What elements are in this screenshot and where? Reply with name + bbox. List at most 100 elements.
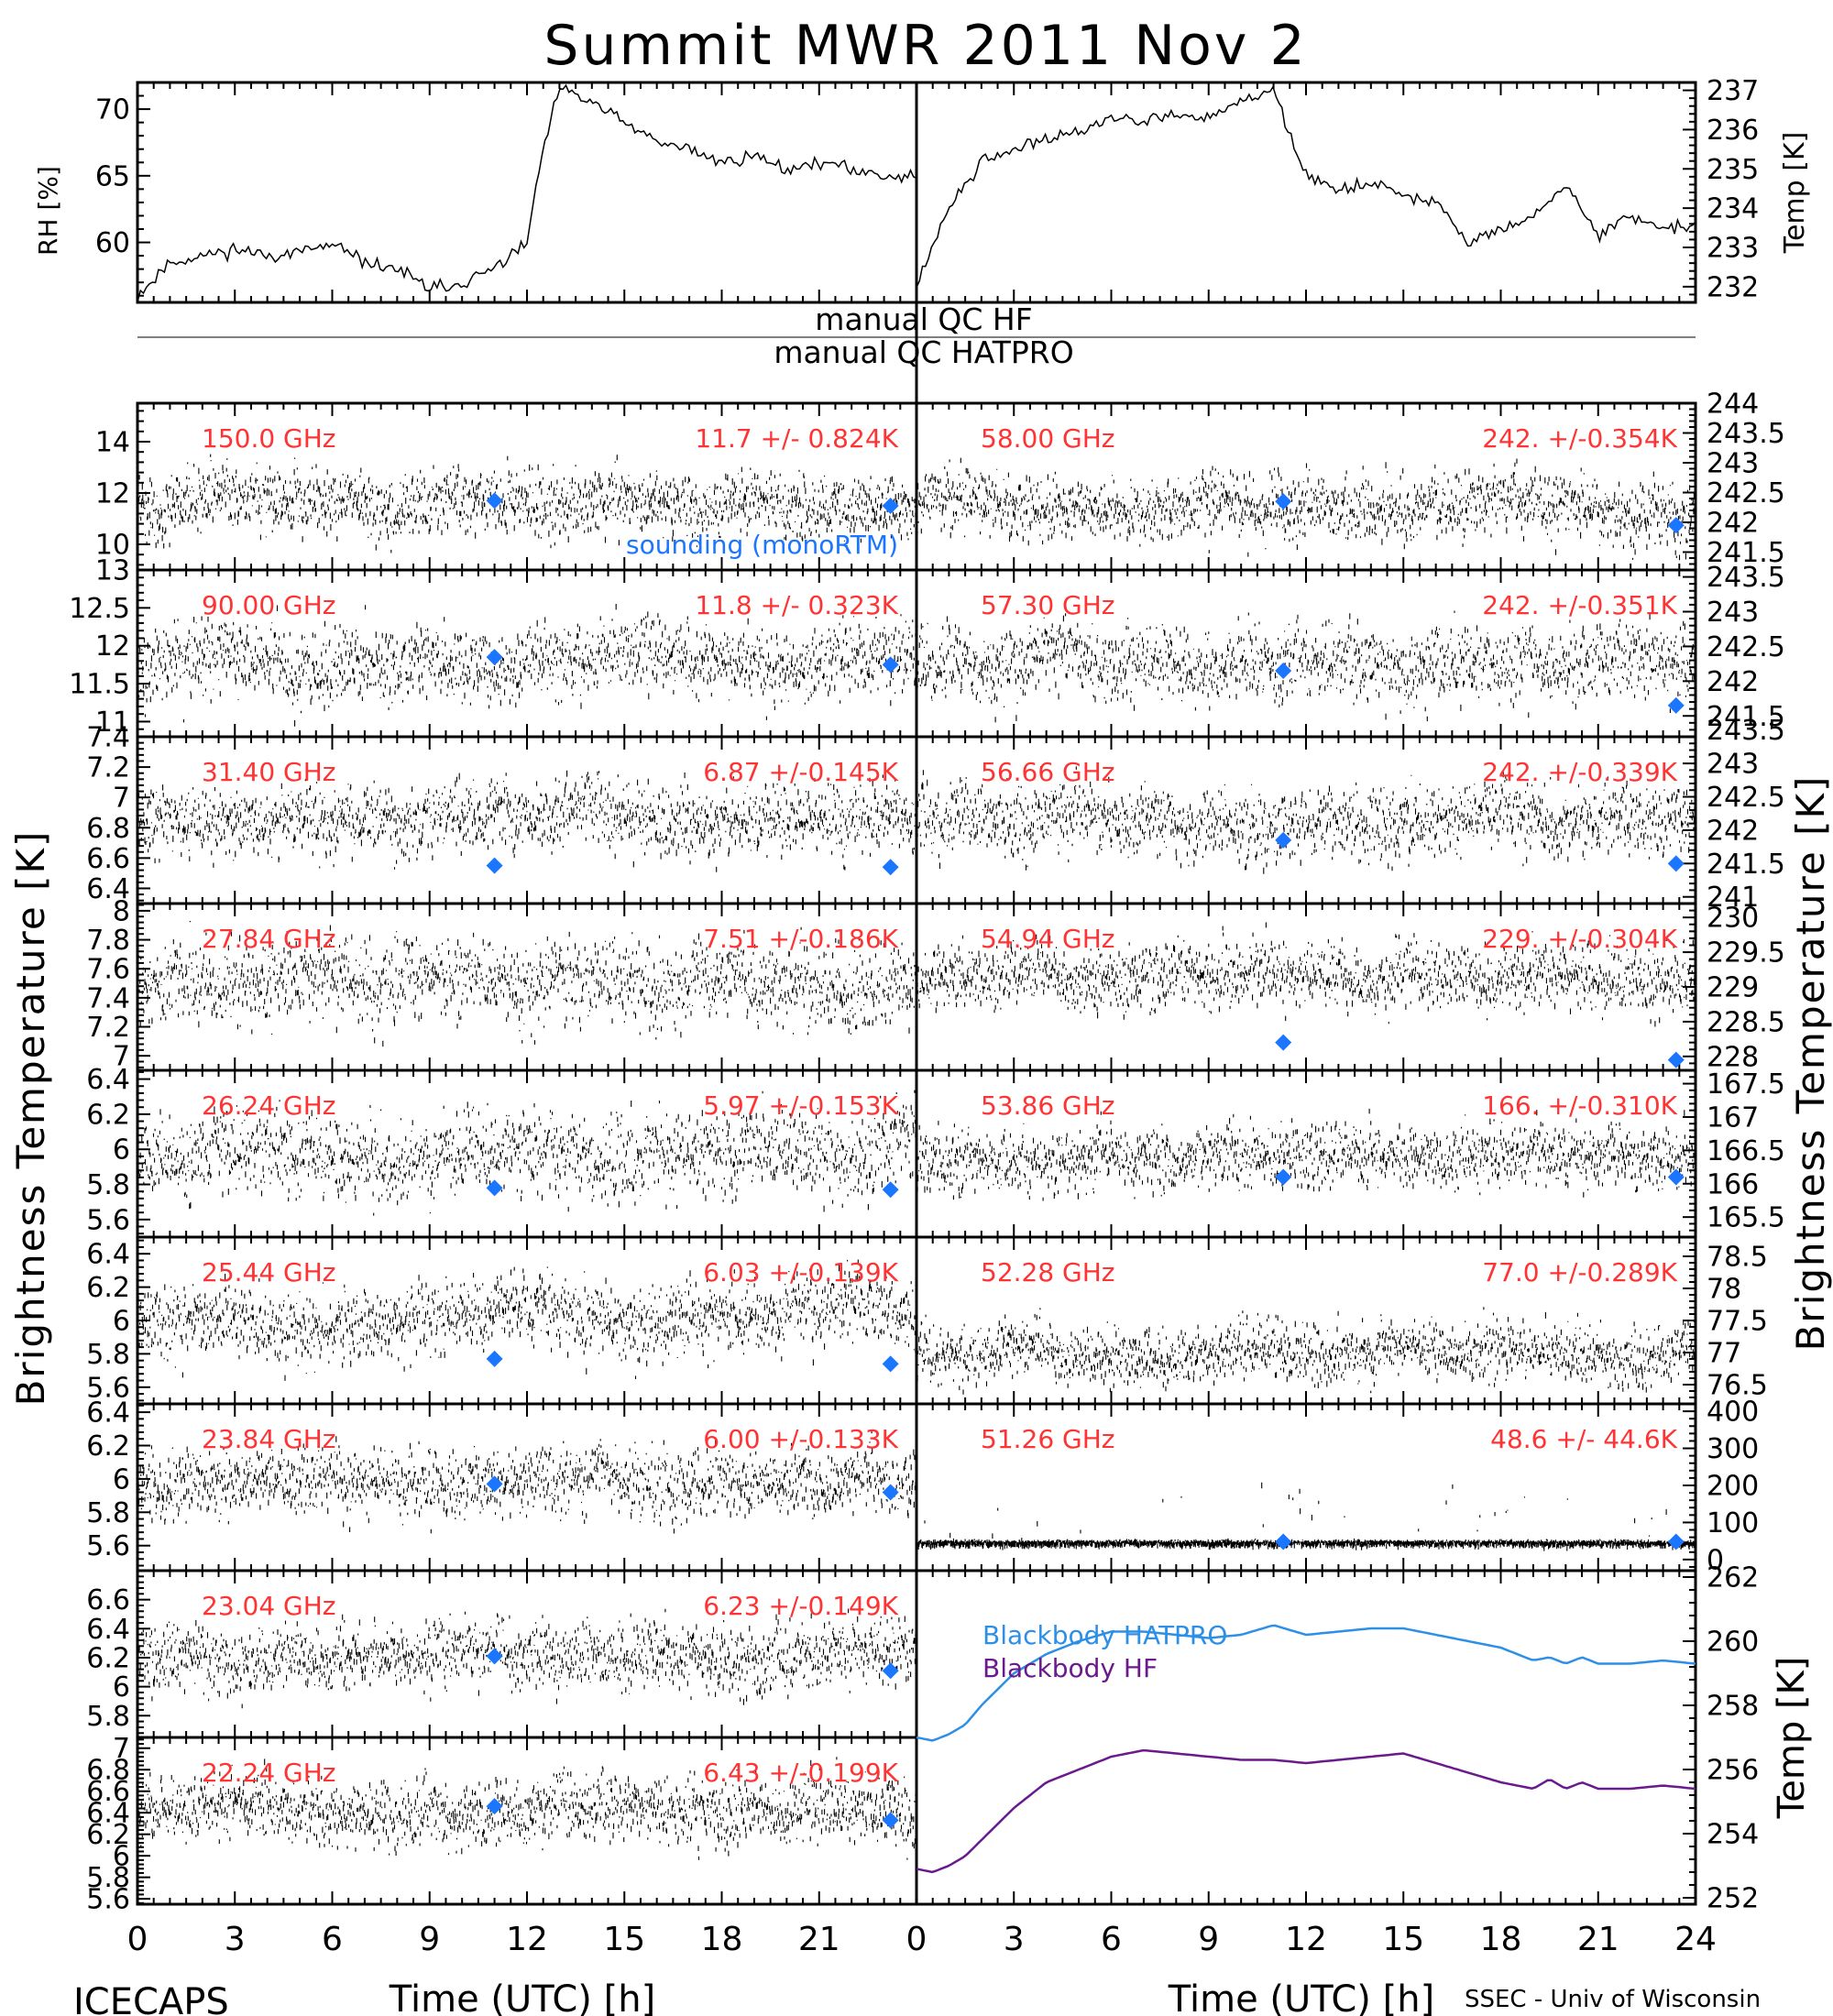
y-tick-label: 6.2 <box>86 1819 130 1851</box>
stat-label: 242. +/-0.339K <box>1482 757 1677 787</box>
y-tick-label: 12.5 <box>69 593 130 625</box>
left-ylabel: Brightness Temperature [K] <box>8 830 53 1407</box>
sounding-marker <box>882 1484 899 1501</box>
x-tick-label: 0 <box>127 1921 148 1958</box>
y-tick-label: 7.4 <box>86 982 130 1014</box>
footer-left: ICECAPS <box>73 1981 229 2016</box>
y-tick-label: 229 <box>1707 972 1759 1004</box>
x-tick-label: 0 <box>906 1921 927 1958</box>
sounding-marker <box>882 1812 899 1829</box>
sounding-marker <box>1667 855 1685 872</box>
y-tick-label: 5.8 <box>86 1169 130 1201</box>
y-tick-label: 76.5 <box>1707 1370 1768 1402</box>
x-tick-label: 15 <box>603 1921 645 1958</box>
y-tick-label: 254 <box>1707 1819 1759 1851</box>
frequency-label: 23.04 GHz <box>202 1591 336 1621</box>
y-tick-label: 6.4 <box>86 873 130 905</box>
frequency-label: 58.00 GHz <box>981 423 1115 454</box>
sounding-marker <box>486 1179 503 1197</box>
frequency-label: 150.0 GHz <box>202 423 336 454</box>
y-tick-label: 5.8 <box>86 1339 130 1371</box>
y-tick-label: 14 <box>95 427 130 459</box>
rh-line <box>137 83 917 302</box>
sounding-marker <box>882 1355 899 1373</box>
y-tick-label: 252 <box>1707 1883 1759 1915</box>
brightness-trace <box>137 1757 916 1860</box>
sounding-marker <box>1275 1533 1292 1550</box>
y-tick-label: 100 <box>1707 1507 1759 1539</box>
y-tick-label: 229.5 <box>1707 937 1785 970</box>
temp-axis-label: Temp [K] <box>1779 132 1811 255</box>
x-tick-label: 24 <box>1674 1921 1717 1958</box>
y-tick-label: 6.2 <box>86 1642 130 1674</box>
y-tick-label: 242.5 <box>1707 477 1785 509</box>
y-tick-label: 8 <box>113 895 130 927</box>
y-tick-label: 6.2 <box>86 1099 130 1131</box>
sounding-marker <box>1275 1168 1292 1186</box>
y-tick-label: 262 <box>1707 1562 1759 1594</box>
blackbody-panel: 252 254 256 258 260 262 Temp [K] Blackbody HATP… <box>915 1562 1813 1915</box>
x-tick-label: 12 <box>506 1921 548 1958</box>
sounding-marker <box>882 859 899 876</box>
y-tick-label: 256 <box>1707 1755 1759 1787</box>
y-tick-label: 6.4 <box>86 1397 130 1430</box>
brightness-trace <box>137 1090 916 1216</box>
y-tick-label: 5.8 <box>86 1701 130 1733</box>
y-tick-label: 242.5 <box>1707 782 1785 814</box>
sounding-marker <box>486 492 503 509</box>
y-tick-label: 243 <box>1707 597 1759 629</box>
frequency-label: 52.28 GHz <box>981 1257 1115 1287</box>
brightness-trace <box>137 1608 916 1709</box>
temp-line <box>916 85 1696 288</box>
sounding-marker <box>882 1181 899 1199</box>
y-tick-label: 244 <box>1707 389 1759 421</box>
y-tick-label: 233 <box>1707 233 1759 265</box>
y-tick-label: 78.5 <box>1707 1242 1768 1274</box>
x-tick-label: 21 <box>1577 1921 1619 1958</box>
sounding-marker <box>1275 662 1292 679</box>
y-tick-label: 6.4 <box>86 1239 130 1271</box>
y-tick-label: 6.4 <box>86 1614 130 1646</box>
brightness-trace <box>916 1307 1696 1395</box>
y-tick-label: 6.2 <box>86 1272 130 1304</box>
stat-label: 77.0 +/-0.289K <box>1482 1257 1677 1287</box>
y-tick-label: 5.6 <box>86 1204 130 1236</box>
rh-axis-label: RH [%] <box>33 166 63 256</box>
y-tick-label: 200 <box>1707 1470 1759 1502</box>
y-tick-label: 7 <box>113 1733 130 1765</box>
stat-label: 5.97 +/-0.153K <box>703 1090 898 1121</box>
y-tick-label: 6.6 <box>86 843 130 875</box>
y-tick-label: 235 <box>1707 154 1759 186</box>
y-tick-label: 300 <box>1707 1433 1759 1465</box>
y-tick-label: 242 <box>1707 666 1759 698</box>
sounding-marker <box>1667 1051 1685 1068</box>
y-tick-label: 7.2 <box>86 1012 130 1044</box>
x-tick-label: 9 <box>419 1921 440 1958</box>
sounding-marker <box>486 649 503 666</box>
y-tick-label: 6 <box>113 1134 130 1167</box>
stat-label: 6.43 +/-0.199K <box>703 1758 898 1788</box>
channel-panels: 10 12 14 150.0 GHz 11.7 +/- 0.824K sounding (… <box>69 389 1785 1959</box>
sounding-marker <box>882 1662 899 1680</box>
y-tick-label: 7 <box>113 1041 130 1073</box>
y-tick-label: 7.8 <box>86 925 130 957</box>
sounding-note: sounding (monoRTM) <box>626 530 898 560</box>
stat-label: 6.87 +/-0.145K <box>703 757 898 787</box>
legend-entry: Blackbody HATPRO <box>982 1620 1227 1650</box>
y-tick-label: 230 <box>1707 903 1759 935</box>
sounding-marker <box>1667 696 1685 714</box>
stat-label: 229. +/-0.304K <box>1482 924 1677 954</box>
stat-label: 7.51 +/-0.186K <box>703 924 898 954</box>
y-tick-label: 241 <box>1707 882 1759 914</box>
frequency-label: 90.00 GHz <box>202 590 336 620</box>
met-panel: 60 65 70 232 233 234 235 236 237 RH [%] Temp [K] <box>33 75 1811 304</box>
x-tick-label: 9 <box>1198 1921 1219 1958</box>
frequency-label: 31.40 GHz <box>202 757 336 787</box>
y-tick-label: 7.2 <box>86 752 130 784</box>
right-xlabel: Time (UTC) [h] <box>1168 1978 1434 2016</box>
right-ylabel: Brightness Temperature [K] <box>1788 775 1833 1352</box>
sounding-marker <box>1275 1034 1292 1051</box>
qc-hf-label: manual QC HF <box>815 301 1032 337</box>
sounding-marker <box>1667 517 1685 534</box>
y-tick-label: 234 <box>1707 193 1759 225</box>
